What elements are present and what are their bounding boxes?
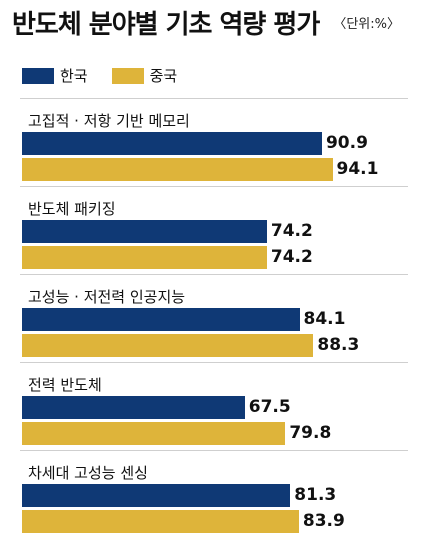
category-label: 전력 반도체 [28, 376, 102, 394]
data-label: 81.3 [294, 485, 337, 505]
legend-item-korea: 한국 [22, 67, 88, 85]
group-separator [20, 362, 408, 363]
legend-label-korea: 한국 [60, 67, 88, 85]
bar-korea [22, 396, 245, 419]
data-label: 79.8 [289, 423, 332, 443]
category-label: 반도체 패키징 [28, 200, 116, 218]
bar-korea [22, 132, 322, 155]
legend-label-china: 중국 [149, 67, 178, 85]
bar-china [22, 422, 286, 445]
group-separator [20, 450, 408, 451]
data-label: 74.2 [270, 247, 313, 267]
chart-title: 반도체 분야별 기초 역량 평가 [12, 10, 320, 40]
data-label: 84.1 [303, 309, 346, 329]
unit-label: 〈단위:%〉 [333, 17, 400, 32]
data-label: 83.9 [302, 511, 345, 531]
bar-korea [22, 484, 291, 507]
data-label: 90.9 [325, 133, 368, 153]
legend: 한국 중국 [22, 67, 201, 85]
legend-item-china: 중국 [111, 67, 178, 85]
data-label: 88.3 [317, 335, 360, 355]
data-label: 74.2 [270, 221, 313, 241]
legend-swatch-korea [22, 68, 54, 84]
data-label: 94.1 [336, 159, 379, 179]
bar-china [22, 510, 299, 533]
bar-korea [22, 220, 267, 243]
group-separator [20, 98, 408, 99]
legend-swatch-china [111, 68, 144, 84]
group-separator [20, 274, 408, 275]
category-label: 차세대 고성능 센싱 [28, 464, 148, 482]
group-separator [20, 186, 408, 187]
category-label: 고집적 · 저항 기반 메모리 [28, 112, 190, 130]
bar-china [22, 334, 314, 357]
data-label: 67.5 [248, 397, 291, 417]
bar-china [22, 158, 333, 181]
bar-china [22, 246, 267, 269]
category-label: 고성능 · 저전력 인공지능 [28, 288, 186, 306]
bar-korea [22, 308, 300, 331]
